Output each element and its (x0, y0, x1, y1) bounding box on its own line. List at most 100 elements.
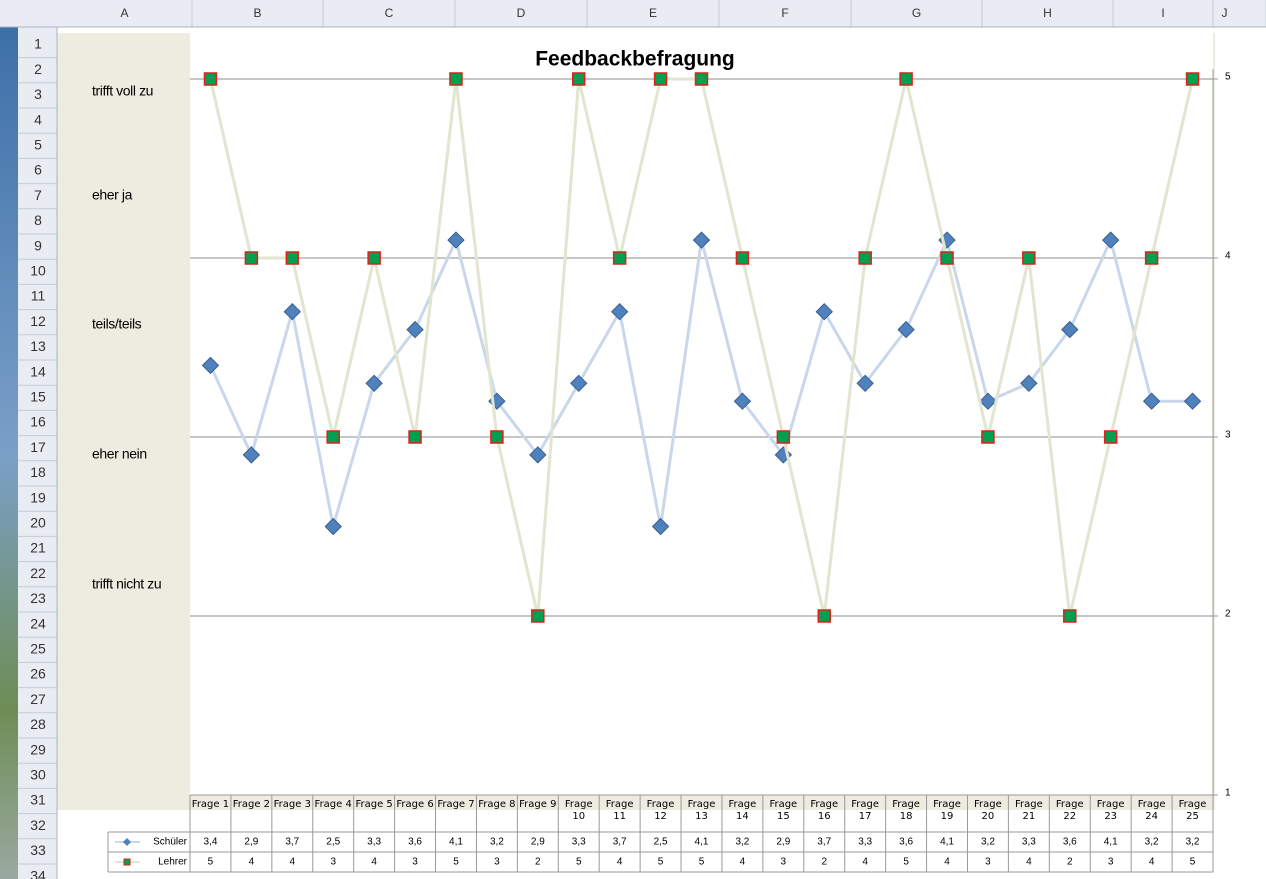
x-tick-label: Frage 13 (681, 799, 722, 823)
row-header: 31 (30, 792, 46, 808)
data-label: 5 (903, 857, 909, 868)
row-header: 5 (34, 137, 42, 153)
row-header: 21 (30, 540, 46, 556)
data-label: 5 (699, 857, 705, 868)
marker (409, 431, 421, 443)
sheet: Feedbackbefragung ABCDEFGHIJ123456789101… (0, 0, 1266, 879)
row-header: 25 (30, 641, 46, 657)
legend-label: Lehrer (158, 857, 188, 868)
column-header: J (1222, 6, 1228, 20)
marker (1064, 610, 1076, 622)
marker (573, 73, 585, 85)
row-header: 27 (30, 691, 46, 707)
data-label: 4 (740, 857, 746, 868)
chart-title: Feedbackbefragung (535, 48, 735, 71)
data-label: 4,1 (1104, 837, 1118, 848)
row-header: 3 (34, 86, 42, 102)
x-tick-label: Frage 7 (436, 799, 477, 811)
legend-marker (124, 859, 130, 865)
row-header: 24 (30, 615, 46, 631)
row-header: 22 (30, 565, 46, 581)
data-label: 2,5 (654, 837, 668, 848)
row-header: 8 (34, 212, 42, 228)
row-header: 23 (30, 590, 46, 606)
data-label: 3,6 (1063, 837, 1077, 848)
data-label: 3,4 (204, 837, 218, 848)
x-tick-label: Frage 21 (1008, 799, 1049, 823)
y-tick-label: 2 (1225, 609, 1231, 620)
data-label: 2 (1067, 857, 1073, 868)
legend-marker (123, 838, 131, 846)
data-label: 4 (249, 857, 255, 868)
data-label: 2,9 (776, 837, 790, 848)
marker (368, 252, 380, 264)
marker (736, 252, 748, 264)
annotation: eher nein (92, 446, 147, 462)
data-label: 3,3 (367, 837, 381, 848)
x-tick-label: Frage 14 (722, 799, 763, 823)
data-label: 5 (1190, 857, 1196, 868)
data-label: 3,2 (1186, 837, 1200, 848)
data-label: 3,6 (408, 837, 422, 848)
row-header: 19 (30, 489, 46, 505)
x-tick-label: Frage 22 (1049, 799, 1090, 823)
data-label: 3 (494, 857, 500, 868)
row-header: 1 (34, 36, 42, 52)
marker (532, 610, 544, 622)
row-header: 28 (30, 716, 46, 732)
row-header: 26 (30, 666, 46, 682)
x-tick-label: Frage 9 (517, 799, 558, 811)
annotation: trifft voll zu (92, 83, 153, 99)
x-tick-label: Frage 25 (1172, 799, 1213, 823)
x-tick-label: Frage 12 (640, 799, 681, 823)
data-label: 4,1 (449, 837, 463, 848)
marker (245, 252, 257, 264)
x-tick-label: Frage 15 (763, 799, 804, 823)
row-header: 17 (30, 439, 46, 455)
marker (982, 431, 994, 443)
data-label: 3 (781, 857, 787, 868)
row-header: 10 (30, 263, 46, 279)
data-label: 3,2 (735, 837, 749, 848)
legend-label: Schüler (153, 837, 188, 848)
y-tick-label: 3 (1225, 430, 1231, 441)
x-tick-label: Frage 24 (1131, 799, 1172, 823)
row-header: 14 (30, 363, 46, 379)
data-label: 3,7 (613, 837, 627, 848)
marker (614, 252, 626, 264)
data-label: 2,9 (244, 837, 258, 848)
column-header: I (1161, 6, 1164, 20)
x-tick-label: Frage 20 (967, 799, 1008, 823)
row-header: 11 (31, 288, 46, 304)
row-header: 34 (30, 867, 46, 879)
data-label: 3,2 (1145, 837, 1159, 848)
row-header: 7 (34, 187, 42, 203)
marker (1105, 431, 1117, 443)
data-label: 5 (453, 857, 459, 868)
data-label: 3 (330, 857, 336, 868)
row-header: 13 (30, 338, 46, 354)
data-label: 4 (617, 857, 623, 868)
row-header: 32 (30, 817, 46, 833)
row-header: 2 (34, 61, 42, 77)
x-tick-label: Frage 6 (395, 799, 436, 811)
data-label: 3,7 (285, 837, 299, 848)
data-label: 4 (862, 857, 868, 868)
x-tick-label: Frage 3 (272, 799, 313, 811)
x-tick-label: Frage 2 (231, 799, 272, 811)
data-label: 2 (535, 857, 541, 868)
data-label: 4 (371, 857, 377, 868)
column-header: A (120, 6, 128, 20)
marker (450, 73, 462, 85)
data-label: 3 (412, 857, 418, 868)
y-tick-label: 4 (1225, 251, 1231, 262)
y-tick-label: 1 (1225, 788, 1231, 799)
data-label: 5 (658, 857, 664, 868)
data-label: 4 (944, 857, 950, 868)
x-tick-label: Frage 23 (1090, 799, 1131, 823)
annotation: teils/teils (92, 316, 142, 332)
row-header: 16 (30, 414, 46, 430)
x-tick-label: Frage 4 (313, 799, 354, 811)
data-label: 3,3 (572, 837, 586, 848)
column-header: E (649, 6, 657, 20)
